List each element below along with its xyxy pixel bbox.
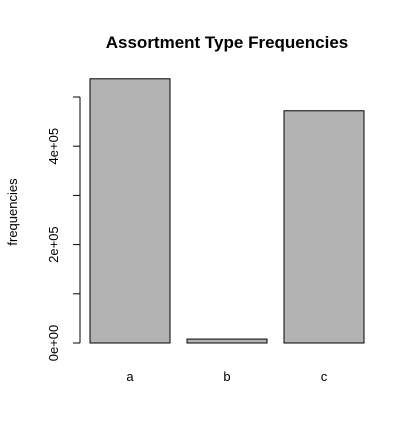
x-tick-label-b: b <box>223 369 230 384</box>
y-tick-label: 4e+05 <box>46 128 61 165</box>
y-tick-label: 0e+00 <box>46 325 61 362</box>
y-tick-label: 2e+05 <box>46 226 61 263</box>
x-tick-label-a: a <box>126 369 134 384</box>
y-axis-label: frequencies <box>5 178 20 246</box>
bar-a <box>90 79 170 343</box>
bar-c <box>284 111 364 343</box>
chart-title: Assortment Type Frequencies <box>106 33 348 52</box>
x-tick-label-c: c <box>321 369 328 384</box>
bar-b <box>187 339 267 343</box>
